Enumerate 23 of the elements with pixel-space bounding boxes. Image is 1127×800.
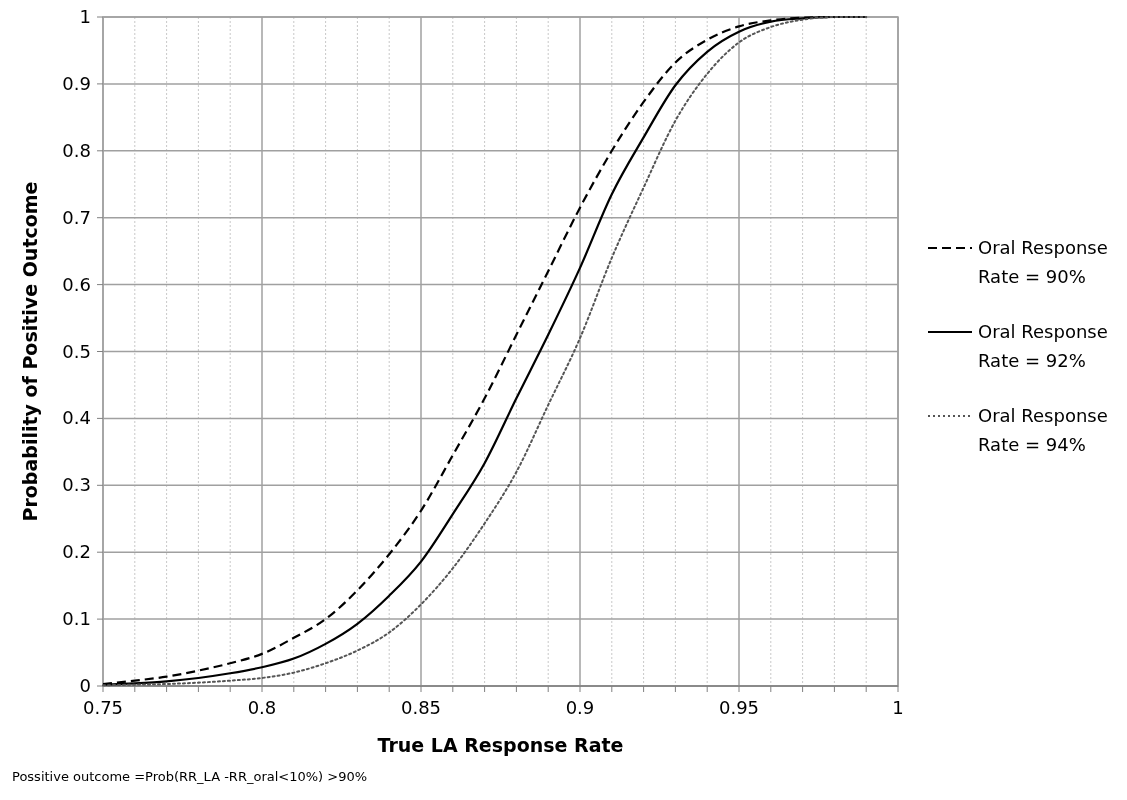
- legend-label: Oral Response Rate = 94%: [978, 405, 1108, 455]
- legend-label: Oral Response Rate = 90%: [978, 237, 1108, 287]
- y-tick-label: 0.2: [62, 541, 91, 563]
- x-tick-label: 0.75: [82, 697, 124, 718]
- x-tick-label: 0.8: [247, 697, 277, 718]
- x-axis-title: True LA Response Rate: [377, 734, 624, 756]
- x-tick-label: 1: [892, 697, 904, 718]
- text: Possitive outcome =Prob(RR_LA -RR_oral<10%) >90%: [12, 769, 368, 784]
- x-tick-label: 0.85: [400, 697, 442, 718]
- y-tick-label: 0.8: [62, 139, 91, 161]
- y-tick-label: 0.7: [62, 206, 91, 228]
- y-tick-label: 1: [79, 6, 91, 27]
- x-tick-label: 0.95: [718, 697, 760, 718]
- legend-label: Oral Response Rate = 92%: [978, 321, 1108, 371]
- y-tick-label: 0.3: [62, 474, 91, 496]
- y-axis-title: Probability of Positive Outcome: [19, 181, 41, 522]
- x-tick-label: 0.9: [565, 697, 595, 718]
- y-tick-label: 0.6: [62, 273, 91, 295]
- y-tick-label: 0.9: [62, 72, 91, 94]
- y-tick-label: 0.4: [62, 407, 91, 429]
- y-tick-label: 0: [79, 675, 91, 696]
- y-tick-label: 0.5: [62, 340, 91, 362]
- y-tick-label: 0.1: [62, 608, 91, 630]
